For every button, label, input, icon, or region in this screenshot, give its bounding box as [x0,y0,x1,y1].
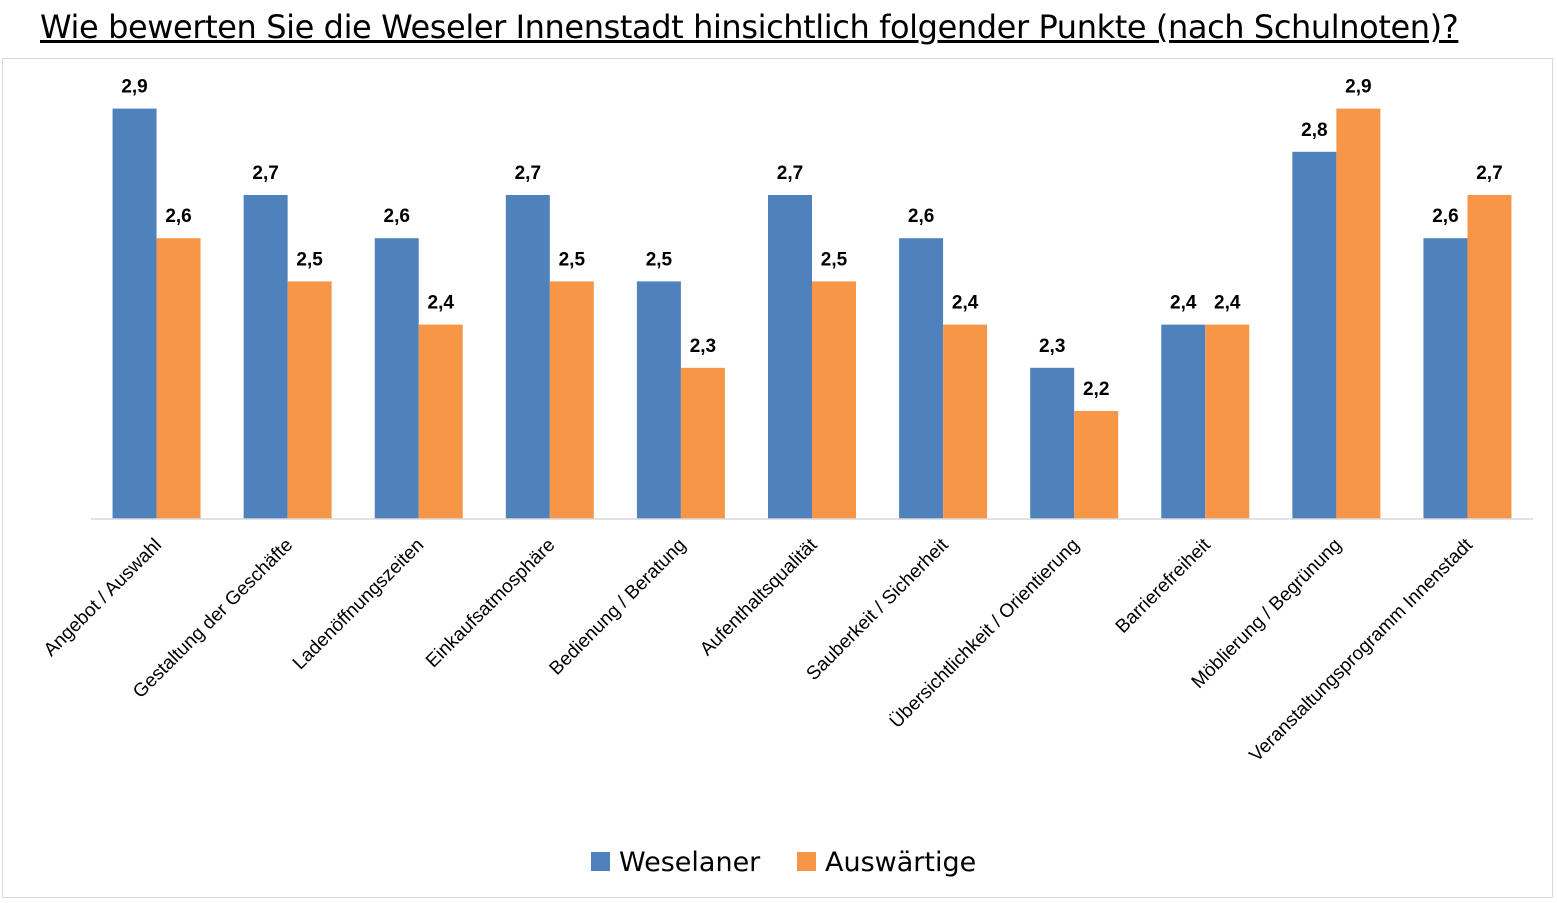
data-label-weselaner-0: 2,9 [121,77,147,98]
category-label-8: Barrierefreiheit [1112,534,1215,637]
data-label-weselaner-10: 2,6 [1432,206,1458,227]
bar-weselaner-7 [1030,367,1075,519]
legend-label-auswaertige: Auswärtige [825,847,976,878]
legend-item-auswaertige: Auswärtige [797,847,976,878]
bar-auswaertige-2 [418,324,463,519]
bar-weselaner-5 [768,195,812,519]
bar-auswaertige-1 [287,281,332,519]
data-label-auswaertige-0: 2,6 [165,206,191,227]
chart-title: Wie bewerten Sie die Weseler Innenstadt … [40,8,1459,46]
bar-auswaertige-7 [1074,411,1119,519]
chart-area [2,58,1553,898]
data-label-auswaertige-4: 2,3 [690,336,716,357]
bar-auswaertige-8 [1205,324,1250,519]
bar-weselaner-10 [1423,238,1468,519]
bar-weselaner-4 [636,281,681,519]
data-label-auswaertige-8: 2,4 [1214,293,1241,314]
data-label-auswaertige-9: 2,9 [1345,77,1371,98]
data-label-weselaner-1: 2,7 [252,163,278,184]
data-label-auswaertige-10: 2,7 [1476,163,1502,184]
category-label-2: Ladenöffnungszeiten [289,535,428,674]
data-label-weselaner-2: 2,6 [384,206,410,227]
data-label-auswaertige-5: 2,5 [821,249,848,270]
bar-weselaner-8 [1161,324,1206,519]
bar-weselaner-1 [243,195,288,519]
bar-auswaertige-0 [156,238,201,519]
category-label-3: Einkaufsatmosphäre [422,535,559,672]
data-label-weselaner-5: 2,7 [777,163,803,184]
legend-label-weselaner: Weselaner [619,847,761,878]
data-label-weselaner-8: 2,4 [1170,293,1197,314]
bars-layer [112,108,1512,520]
bar-auswaertige-3 [549,281,594,519]
category-label-10: Veranstaltungsprogramm Innenstadt [1246,534,1478,766]
value-labels-layer: 2,9 2,6 2,7 2,5 2,6 2,4 2,7 2,5 2,5 2,3 2,7 2,5 2,6 2… [121,77,1502,400]
bar-auswaertige-10 [1467,195,1512,519]
data-label-auswaertige-2: 2,4 [428,293,455,314]
data-label-auswaertige-1: 2,5 [296,249,323,270]
data-label-auswaertige-7: 2,2 [1083,379,1109,400]
data-label-weselaner-7: 2,3 [1039,336,1065,357]
legend: Weselaner Auswärtige [591,847,976,878]
bar-auswaertige-5 [812,281,856,519]
bar-weselaner-9 [1292,151,1337,520]
category-label-9: Möblierung / Begrünung [1188,535,1346,693]
category-label-5: Aufenthaltsqualität [696,534,822,660]
data-label-auswaertige-3: 2,5 [559,249,586,270]
legend-swatch-weselaner [591,852,610,871]
legend-item-weselaner: Weselaner [591,847,761,878]
data-label-weselaner-6: 2,6 [908,206,934,227]
data-label-weselaner-4: 2,5 [646,249,673,270]
bar-weselaner-6 [899,238,944,519]
bar-weselaner-2 [374,238,419,519]
bar-auswaertige-9 [1336,108,1381,519]
category-label-0: Angebot / Auswahl [40,535,166,661]
category-label-4: Bedienung / Beratung [546,535,691,680]
data-label-weselaner-3: 2,7 [515,163,541,184]
data-label-weselaner-9: 2,8 [1301,120,1327,141]
bar-auswaertige-4 [680,367,725,519]
bar-weselaner-0 [112,108,157,519]
legend-swatch-auswaertige [797,852,816,871]
bar-auswaertige-6 [943,324,988,519]
category-label-6: Sauberkeit / Sicherheit [803,534,954,685]
data-label-auswaertige-6: 2,4 [952,293,979,314]
bar-weselaner-3 [505,195,550,519]
